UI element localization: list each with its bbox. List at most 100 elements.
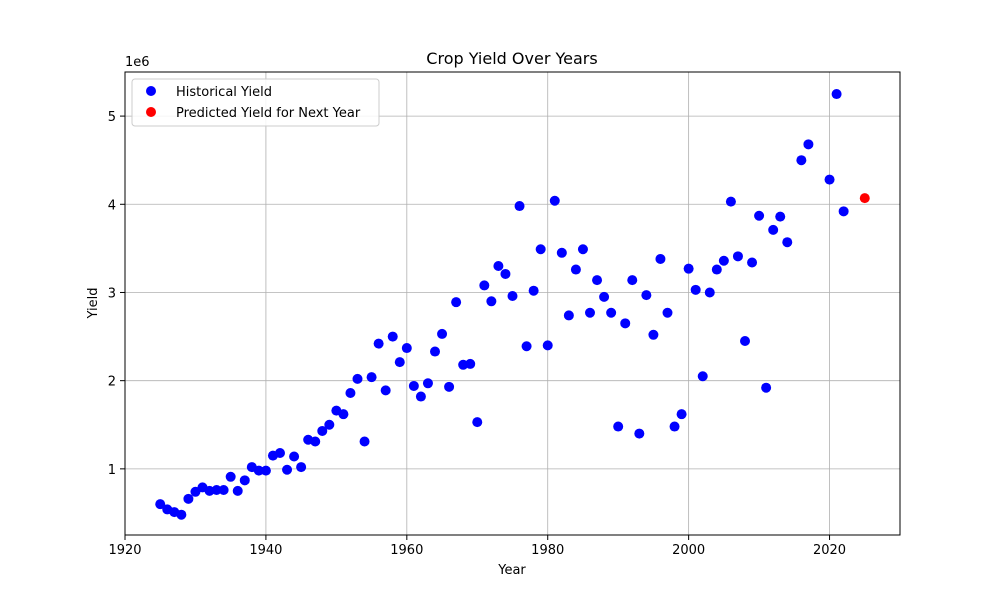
historical-yield-point [592, 275, 603, 286]
historical-yield-point [803, 139, 814, 150]
historical-yield-point [662, 307, 673, 318]
historical-yield-point [542, 340, 553, 351]
y-tick-label: 3 [108, 286, 116, 301]
historical-yield-point [430, 346, 440, 357]
historical-yield-point [359, 436, 370, 447]
y-axis-label: Yield [86, 288, 101, 320]
historical-yield-point [711, 264, 722, 275]
historical-yield-point [465, 358, 476, 369]
historical-yield-point [352, 373, 363, 384]
historical-yield-point [408, 380, 419, 391]
historical-yield-point [232, 485, 243, 496]
historical-yield-point [183, 493, 194, 504]
historical-yield-point [599, 291, 610, 302]
historical-yield-point [634, 428, 645, 439]
y-tick-label: 4 [108, 198, 116, 213]
historical-yield-point [838, 206, 849, 217]
historical-yield-point [479, 280, 490, 291]
x-tick-label: 1960 [390, 543, 423, 558]
historical-yield-point [606, 307, 617, 318]
historical-yield-point [289, 451, 300, 462]
historical-yield-point [514, 201, 525, 212]
historical-yield-point [338, 409, 349, 420]
historical-yield-point [747, 257, 758, 268]
historical-yield-point [324, 419, 335, 430]
historical-yield-point [549, 195, 560, 206]
historical-yield-point [535, 244, 546, 255]
chart-title: Crop Yield Over Years [426, 49, 597, 68]
historical-yield-point [310, 436, 321, 447]
y-tick-label: 5 [108, 110, 116, 125]
legend: Historical Yield Predicted Yield for Nex… [131, 78, 380, 127]
historical-yield-point [761, 382, 772, 393]
x-tick-label: 1980 [531, 543, 564, 558]
historical-yield-point [613, 421, 624, 432]
historical-yield-point [641, 290, 652, 301]
historical-yield-point [317, 425, 328, 436]
historical-yield-point [683, 263, 694, 274]
historical-yield-point [697, 371, 708, 382]
grid-lines [124, 72, 900, 535]
historical-yield-point [775, 211, 786, 222]
historical-yield-point [768, 224, 779, 235]
historical-yield-point [296, 462, 307, 473]
historical-yield-point [218, 485, 229, 496]
axis-ticks: 1920 1940 1960 1980 2000 2020 1 2 3 4 5 [108, 110, 846, 558]
historical-yield-point [253, 465, 264, 476]
historical-yield-point [831, 89, 842, 100]
historical-yield-point [585, 307, 595, 318]
historical-yield-point [732, 251, 743, 262]
data-points [155, 89, 870, 520]
x-axis-label: Year [497, 563, 526, 578]
historical-yield-point [486, 296, 497, 307]
historical-yield-point [176, 509, 187, 520]
historical-yield-point [740, 335, 750, 346]
historical-yield-point [500, 268, 511, 279]
historical-yield-point [507, 291, 518, 301]
historical-yield-point [225, 471, 236, 482]
historical-yield-point [704, 287, 715, 298]
historical-yield-point [155, 499, 166, 510]
historical-yield-point [796, 155, 807, 166]
historical-yield-point [577, 244, 588, 255]
plot-frame [124, 71, 901, 536]
historical-yield-point [676, 409, 687, 420]
historical-yield-point [669, 421, 680, 432]
x-tick-label: 1940 [249, 543, 282, 558]
historical-yield-point [444, 381, 455, 392]
y-tick-label: 2 [108, 375, 116, 390]
historical-yield-point [345, 388, 356, 399]
historical-yield-point [655, 253, 666, 264]
historical-yield-point [521, 341, 532, 352]
legend-label-historical: Historical Yield [176, 85, 272, 100]
historical-yield-point [725, 196, 736, 207]
historical-yield-point [239, 475, 250, 486]
historical-yield-point [437, 328, 448, 339]
historical-yield-point [627, 275, 638, 286]
historical-yield-point [690, 284, 701, 295]
legend-marker-predicted [146, 107, 156, 117]
legend-marker-historical [146, 86, 156, 96]
y-tick-label: 1 [108, 463, 116, 478]
historical-yield-point [563, 310, 574, 321]
historical-yield-point [373, 338, 384, 349]
historical-yield-point [282, 464, 293, 475]
historical-yield-point [394, 357, 405, 368]
legend-label-predicted: Predicted Yield for Next Year [176, 106, 361, 121]
historical-yield-point [528, 285, 539, 296]
historical-yield-point [451, 297, 462, 308]
historical-yield-point [275, 447, 285, 458]
legend-box [131, 78, 380, 127]
historical-yield-point [782, 237, 793, 248]
historical-yield-point [380, 385, 391, 396]
historical-yield-point [260, 465, 271, 476]
historical-yield-point [387, 331, 398, 342]
historical-yield-point [493, 261, 504, 272]
historical-yield-point [824, 174, 835, 185]
x-tick-label: 2020 [813, 543, 846, 558]
historical-yield-point [472, 417, 483, 428]
y-scale-label: 1e6 [125, 55, 150, 70]
historical-yield-point [620, 318, 631, 329]
historical-yield-point [211, 485, 222, 496]
